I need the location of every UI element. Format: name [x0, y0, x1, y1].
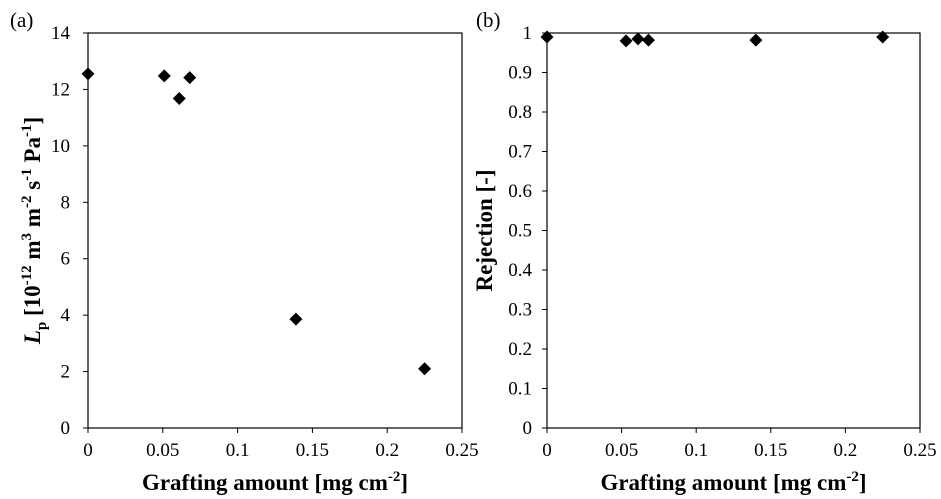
data-point: [289, 312, 303, 326]
y-tick-label: 0.3: [508, 300, 532, 321]
y-tick-label: 12: [51, 79, 70, 100]
x-tick-label: 0: [542, 440, 552, 461]
y-tick-label: 0.9: [508, 63, 532, 84]
y-tick-label: 6: [61, 249, 71, 270]
y-tick-label: 0.4: [508, 260, 532, 281]
x-tick-label: 0.25: [903, 440, 936, 461]
data-point: [418, 362, 432, 376]
y-tick-label: 4: [61, 305, 71, 326]
y-tick-label: 0.2: [508, 339, 532, 360]
data-point: [81, 67, 95, 81]
data-point: [540, 30, 554, 44]
x-tick-label: 0.25: [445, 440, 478, 461]
x-tick-label: 0.05: [146, 440, 179, 461]
data-point: [157, 69, 171, 83]
y-tick-label: 1: [523, 23, 533, 44]
x-tick-label: 0.2: [834, 440, 858, 461]
data-point: [641, 33, 655, 47]
y-tick-label: 0: [523, 418, 533, 439]
y-tick-label: 0.1: [508, 379, 532, 400]
data-point: [619, 34, 633, 48]
chart-panel-a: 0 2 4 6 8 10 12 14 0 0.05 0.1 0.15 0.2 0.25 (a) Graftin…: [10, 8, 479, 495]
data-point: [631, 32, 645, 46]
plot-frame: [546, 32, 921, 429]
plot-frame: [87, 32, 463, 429]
x-tick-label: 0.2: [375, 440, 399, 461]
y-tick-label: 14: [51, 23, 71, 44]
x-tick-label: 0.15: [754, 440, 787, 461]
chart-panel-b: 0 0.1 0.2 0.3 0.4 0.5 0.6 0.7 0.8 0.9 1 0 0.05 0.1 0.1…: [472, 8, 937, 495]
x-tick-label: 0.15: [296, 440, 329, 461]
data-point: [172, 91, 186, 105]
panel-label: (b): [476, 8, 501, 32]
y-tick-label: 8: [61, 192, 71, 213]
y-tick-label: 0.7: [508, 142, 532, 163]
y-tick-label: 0: [61, 418, 71, 439]
data-point: [876, 30, 890, 44]
y-tick-label: 0.5: [508, 221, 532, 242]
x-tick-label: 0.1: [226, 440, 250, 461]
panel-label: (a): [10, 8, 33, 32]
x-axis-title: Grafting amount [mg cm-2]: [142, 469, 408, 495]
y-tick-label: 0.8: [508, 102, 532, 123]
y-tick-label: 0.6: [508, 181, 532, 202]
y-tick-label: 10: [51, 136, 70, 157]
y-tick-label: 2: [61, 362, 71, 383]
x-tick-label: 0: [83, 440, 93, 461]
data-point: [749, 33, 763, 47]
x-tick-label: 0.1: [684, 440, 708, 461]
x-axis-title: Grafting amount [mg cm-2]: [600, 469, 866, 495]
x-tick-label: 0.05: [605, 440, 638, 461]
data-point: [183, 71, 197, 85]
y-axis-title: Lp [10-12 m3 m-2 s-1 Pa-1]: [19, 117, 50, 345]
y-axis-title: Rejection [-]: [472, 170, 497, 292]
